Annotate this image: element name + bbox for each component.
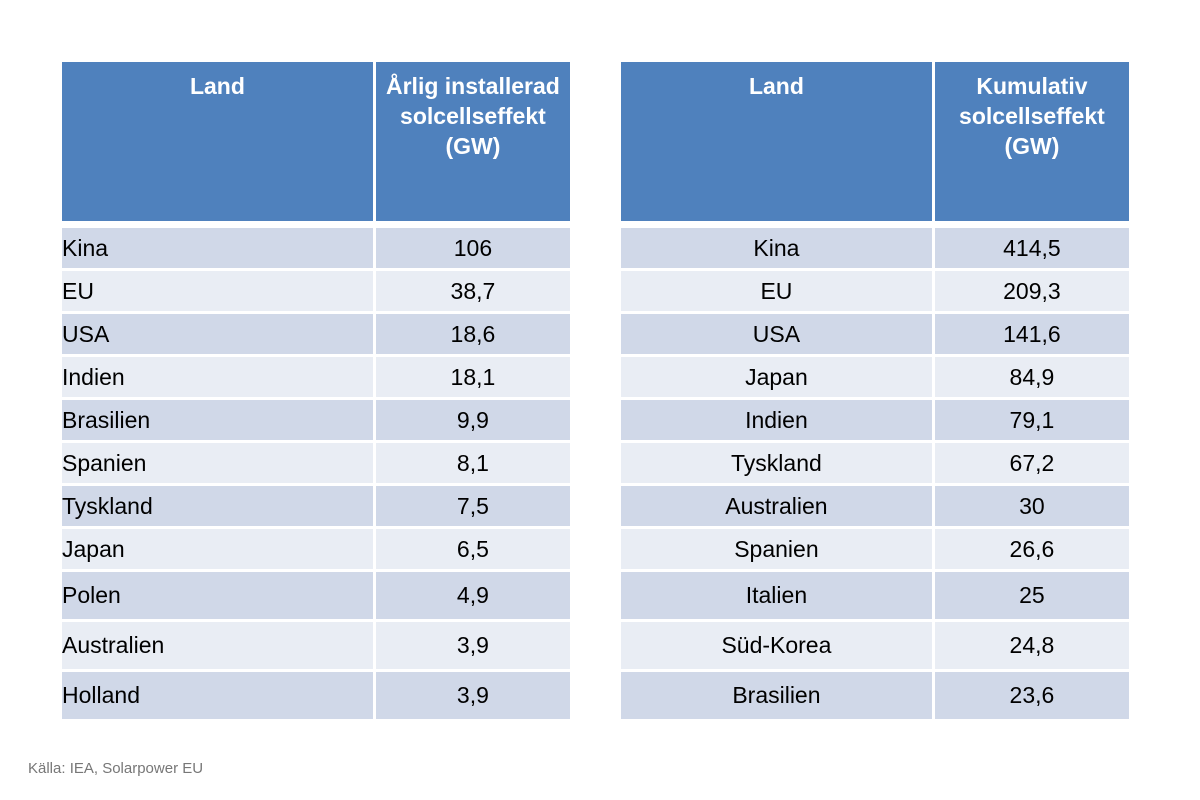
value-cell: 84,9 — [934, 354, 1129, 397]
header-cell: Kumulativ solcellseffekt (GW) — [934, 62, 1129, 228]
value-cell: 30 — [934, 483, 1129, 526]
country-cell: Brasilien — [621, 669, 935, 719]
table-row: Australien 3,9 — [62, 619, 570, 669]
country-cell: Holland — [62, 669, 376, 719]
country-cell: Kina — [62, 228, 376, 268]
table-row: Kina 414,5 — [621, 228, 1129, 268]
country-cell: EU — [62, 268, 376, 311]
country-cell: USA — [62, 311, 376, 354]
value-cell: 106 — [375, 228, 570, 268]
country-cell: Süd-Korea — [621, 619, 935, 669]
value-cell: 209,3 — [934, 268, 1129, 311]
table-row: Kina 106 — [62, 228, 570, 268]
value-cell: 7,5 — [375, 483, 570, 526]
source-note: Källa: IEA, Solarpower EU — [28, 760, 204, 777]
value-cell: 79,1 — [934, 397, 1129, 440]
country-cell: Spanien — [62, 440, 376, 483]
value-cell: 414,5 — [934, 228, 1129, 268]
table-row: Holland 3,9 — [62, 669, 570, 719]
country-cell: Kina — [621, 228, 935, 268]
country-cell: EU — [621, 268, 935, 311]
country-cell: Polen — [62, 569, 376, 619]
table-row: USA 18,6 — [62, 311, 570, 354]
country-cell: Japan — [621, 354, 935, 397]
value-cell: 18,1 — [375, 354, 570, 397]
value-cell: 4,9 — [375, 569, 570, 619]
value-cell: 141,6 — [934, 311, 1129, 354]
value-cell: 9,9 — [375, 397, 570, 440]
header-cell: Land — [62, 62, 376, 228]
table-row: Süd-Korea 24,8 — [621, 619, 1129, 669]
country-cell: Brasilien — [62, 397, 376, 440]
table-row: Tyskland 7,5 — [62, 483, 570, 526]
value-cell: 3,9 — [375, 669, 570, 719]
table-row: Brasilien 23,6 — [621, 669, 1129, 719]
table-row: Spanien 26,6 — [621, 526, 1129, 569]
table-row: USA 141,6 — [621, 311, 1129, 354]
value-cell: 6,5 — [375, 526, 570, 569]
table-body: Kina 414,5 EU 209,3 USA 141,6 Japan 84,9 Indien 7… — [621, 228, 1129, 719]
value-cell: 24,8 — [934, 619, 1129, 669]
country-cell: Tyskland — [62, 483, 376, 526]
table-row: Brasilien 9,9 — [62, 397, 570, 440]
table-row: Polen 4,9 — [62, 569, 570, 619]
table-row: EU 38,7 — [62, 268, 570, 311]
table-row: Australien 30 — [621, 483, 1129, 526]
table-row: EU 209,3 — [621, 268, 1129, 311]
header-row: Land Kumulativ solcellseffekt (GW) — [621, 62, 1129, 228]
country-cell: USA — [621, 311, 935, 354]
header-cell: Årlig installerad solcellseffekt (GW) — [375, 62, 570, 228]
table-row: Indien 79,1 — [621, 397, 1129, 440]
value-cell: 26,6 — [934, 526, 1129, 569]
country-cell: Tyskland — [621, 440, 935, 483]
cumulative-capacity-table: Land Kumulativ solcellseffekt (GW) Kina 4… — [621, 62, 1129, 719]
value-cell: 8,1 — [375, 440, 570, 483]
value-cell: 18,6 — [375, 311, 570, 354]
table-row: Indien 18,1 — [62, 354, 570, 397]
country-cell: Australien — [621, 483, 935, 526]
country-cell: Indien — [62, 354, 376, 397]
header-cell: Land — [621, 62, 935, 228]
table-row: Japan 84,9 — [621, 354, 1129, 397]
table-row: Tyskland 67,2 — [621, 440, 1129, 483]
value-cell: 3,9 — [375, 619, 570, 669]
value-cell: 67,2 — [934, 440, 1129, 483]
country-cell: Italien — [621, 569, 935, 619]
value-cell: 38,7 — [375, 268, 570, 311]
country-cell: Australien — [62, 619, 376, 669]
table-row: Italien 25 — [621, 569, 1129, 619]
table-row: Spanien 8,1 — [62, 440, 570, 483]
country-cell: Indien — [621, 397, 935, 440]
table-row: Japan 6,5 — [62, 526, 570, 569]
annual-installed-table: Land Årlig installerad solcellseffekt (G… — [62, 62, 570, 719]
value-cell: 25 — [934, 569, 1129, 619]
value-cell: 23,6 — [934, 669, 1129, 719]
table-body: Kina 106 EU 38,7 USA 18,6 Indien 18,1 Brasilien 9… — [62, 228, 570, 719]
country-cell: Japan — [62, 526, 376, 569]
country-cell: Spanien — [621, 526, 935, 569]
header-row: Land Årlig installerad solcellseffekt (G… — [62, 62, 570, 228]
